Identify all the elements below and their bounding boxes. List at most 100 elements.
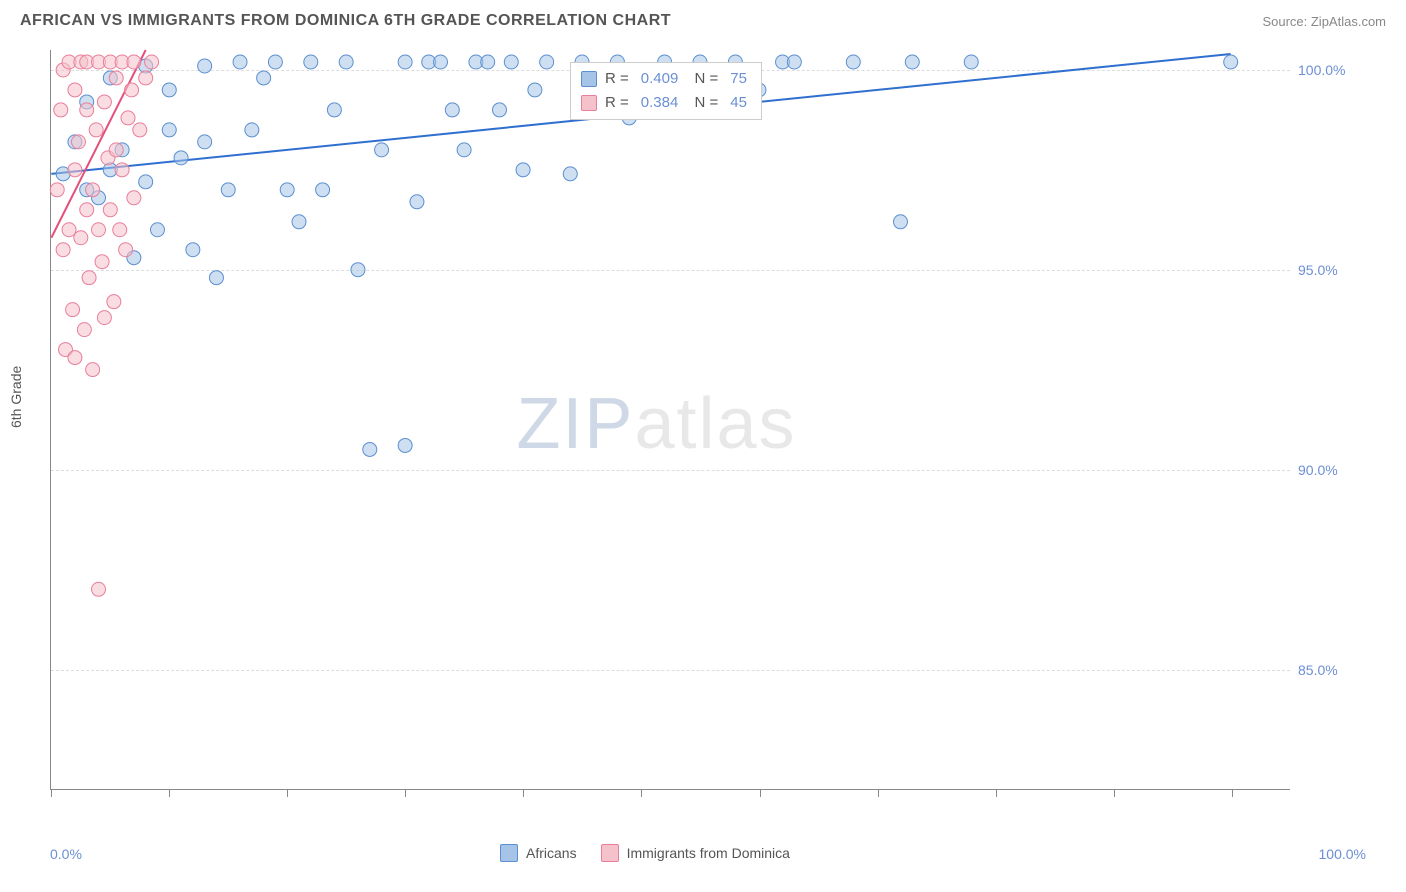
data-point (351, 263, 365, 277)
data-point (221, 183, 235, 197)
data-point (82, 271, 96, 285)
data-point (54, 103, 68, 117)
data-point (68, 163, 82, 177)
data-point (68, 83, 82, 97)
stats-legend-box: R =0.409 N =75R =0.384 N =45 (570, 62, 762, 120)
data-point (97, 311, 111, 325)
stats-n-value: 75 (730, 67, 747, 91)
chart-header: AFRICAN VS IMMIGRANTS FROM DOMINICA 6TH … (0, 0, 1406, 38)
data-point (119, 243, 133, 257)
data-point (481, 55, 495, 69)
scatter-svg (51, 50, 1290, 789)
data-point (375, 143, 389, 157)
x-tick (1232, 789, 1233, 797)
data-point (71, 135, 85, 149)
data-point (115, 163, 129, 177)
data-point (457, 143, 471, 157)
legend: Africans Immigrants from Dominica (500, 844, 790, 862)
y-tick-label: 100.0% (1298, 62, 1368, 78)
x-axis-min-label: 0.0% (50, 846, 82, 862)
data-point (209, 271, 223, 285)
data-point (292, 215, 306, 229)
data-point (121, 111, 135, 125)
legend-swatch-icon (601, 844, 619, 862)
data-point (245, 123, 259, 137)
x-tick (169, 789, 170, 797)
data-point (89, 123, 103, 137)
x-axis-max-label: 100.0% (1319, 846, 1366, 862)
stats-n-value: 45 (730, 91, 747, 115)
x-tick (405, 789, 406, 797)
data-point (125, 83, 139, 97)
data-point (139, 175, 153, 189)
trend-line (51, 50, 145, 238)
data-point (86, 183, 100, 197)
data-point (905, 55, 919, 69)
data-point (563, 167, 577, 181)
data-point (964, 55, 978, 69)
data-point (846, 55, 860, 69)
data-point (127, 191, 141, 205)
chart-plot-area: ZIPatlas 85.0%90.0%95.0%100.0% (50, 50, 1290, 790)
x-tick (523, 789, 524, 797)
data-point (86, 363, 100, 377)
data-point (1224, 55, 1238, 69)
data-point (516, 163, 530, 177)
x-tick (760, 789, 761, 797)
y-tick-label: 90.0% (1298, 462, 1368, 478)
y-tick-label: 95.0% (1298, 262, 1368, 278)
x-tick (287, 789, 288, 797)
x-tick (641, 789, 642, 797)
stats-swatch-icon (581, 71, 597, 87)
data-point (74, 231, 88, 245)
legend-label: Immigrants from Dominica (627, 845, 790, 861)
data-point (257, 71, 271, 85)
data-point (109, 143, 123, 157)
data-point (150, 223, 164, 237)
data-point (109, 71, 123, 85)
data-point (56, 243, 70, 257)
data-point (127, 55, 141, 69)
stats-r-label: R = (605, 91, 629, 115)
x-tick (878, 789, 879, 797)
data-point (434, 55, 448, 69)
chart-title: AFRICAN VS IMMIGRANTS FROM DOMINICA 6TH … (20, 12, 671, 30)
x-tick (996, 789, 997, 797)
data-point (493, 103, 507, 117)
data-point (186, 243, 200, 257)
data-point (268, 55, 282, 69)
data-point (162, 123, 176, 137)
data-point (445, 103, 459, 117)
data-point (113, 223, 127, 237)
data-point (280, 183, 294, 197)
data-point (504, 55, 518, 69)
data-point (162, 83, 176, 97)
data-point (540, 55, 554, 69)
legend-label: Africans (526, 845, 577, 861)
y-axis-label: 6th Grade (8, 366, 24, 428)
legend-swatch-icon (500, 844, 518, 862)
data-point (174, 151, 188, 165)
data-point (339, 55, 353, 69)
data-point (893, 215, 907, 229)
data-point (97, 95, 111, 109)
data-point (66, 303, 80, 317)
data-point (77, 323, 91, 337)
data-point (62, 223, 76, 237)
stats-row: R =0.384 N =45 (581, 91, 751, 115)
data-point (398, 438, 412, 452)
data-point (50, 183, 64, 197)
x-tick (51, 789, 52, 797)
data-point (198, 59, 212, 73)
data-point (95, 255, 109, 269)
stats-r-value: 0.384 (641, 91, 679, 115)
stats-n-label: N = (690, 67, 718, 91)
legend-item: Immigrants from Dominica (601, 844, 790, 862)
legend-item: Africans (500, 844, 577, 862)
data-point (327, 103, 341, 117)
data-point (528, 83, 542, 97)
data-point (133, 123, 147, 137)
data-point (80, 203, 94, 217)
data-point (107, 295, 121, 309)
data-point (787, 55, 801, 69)
